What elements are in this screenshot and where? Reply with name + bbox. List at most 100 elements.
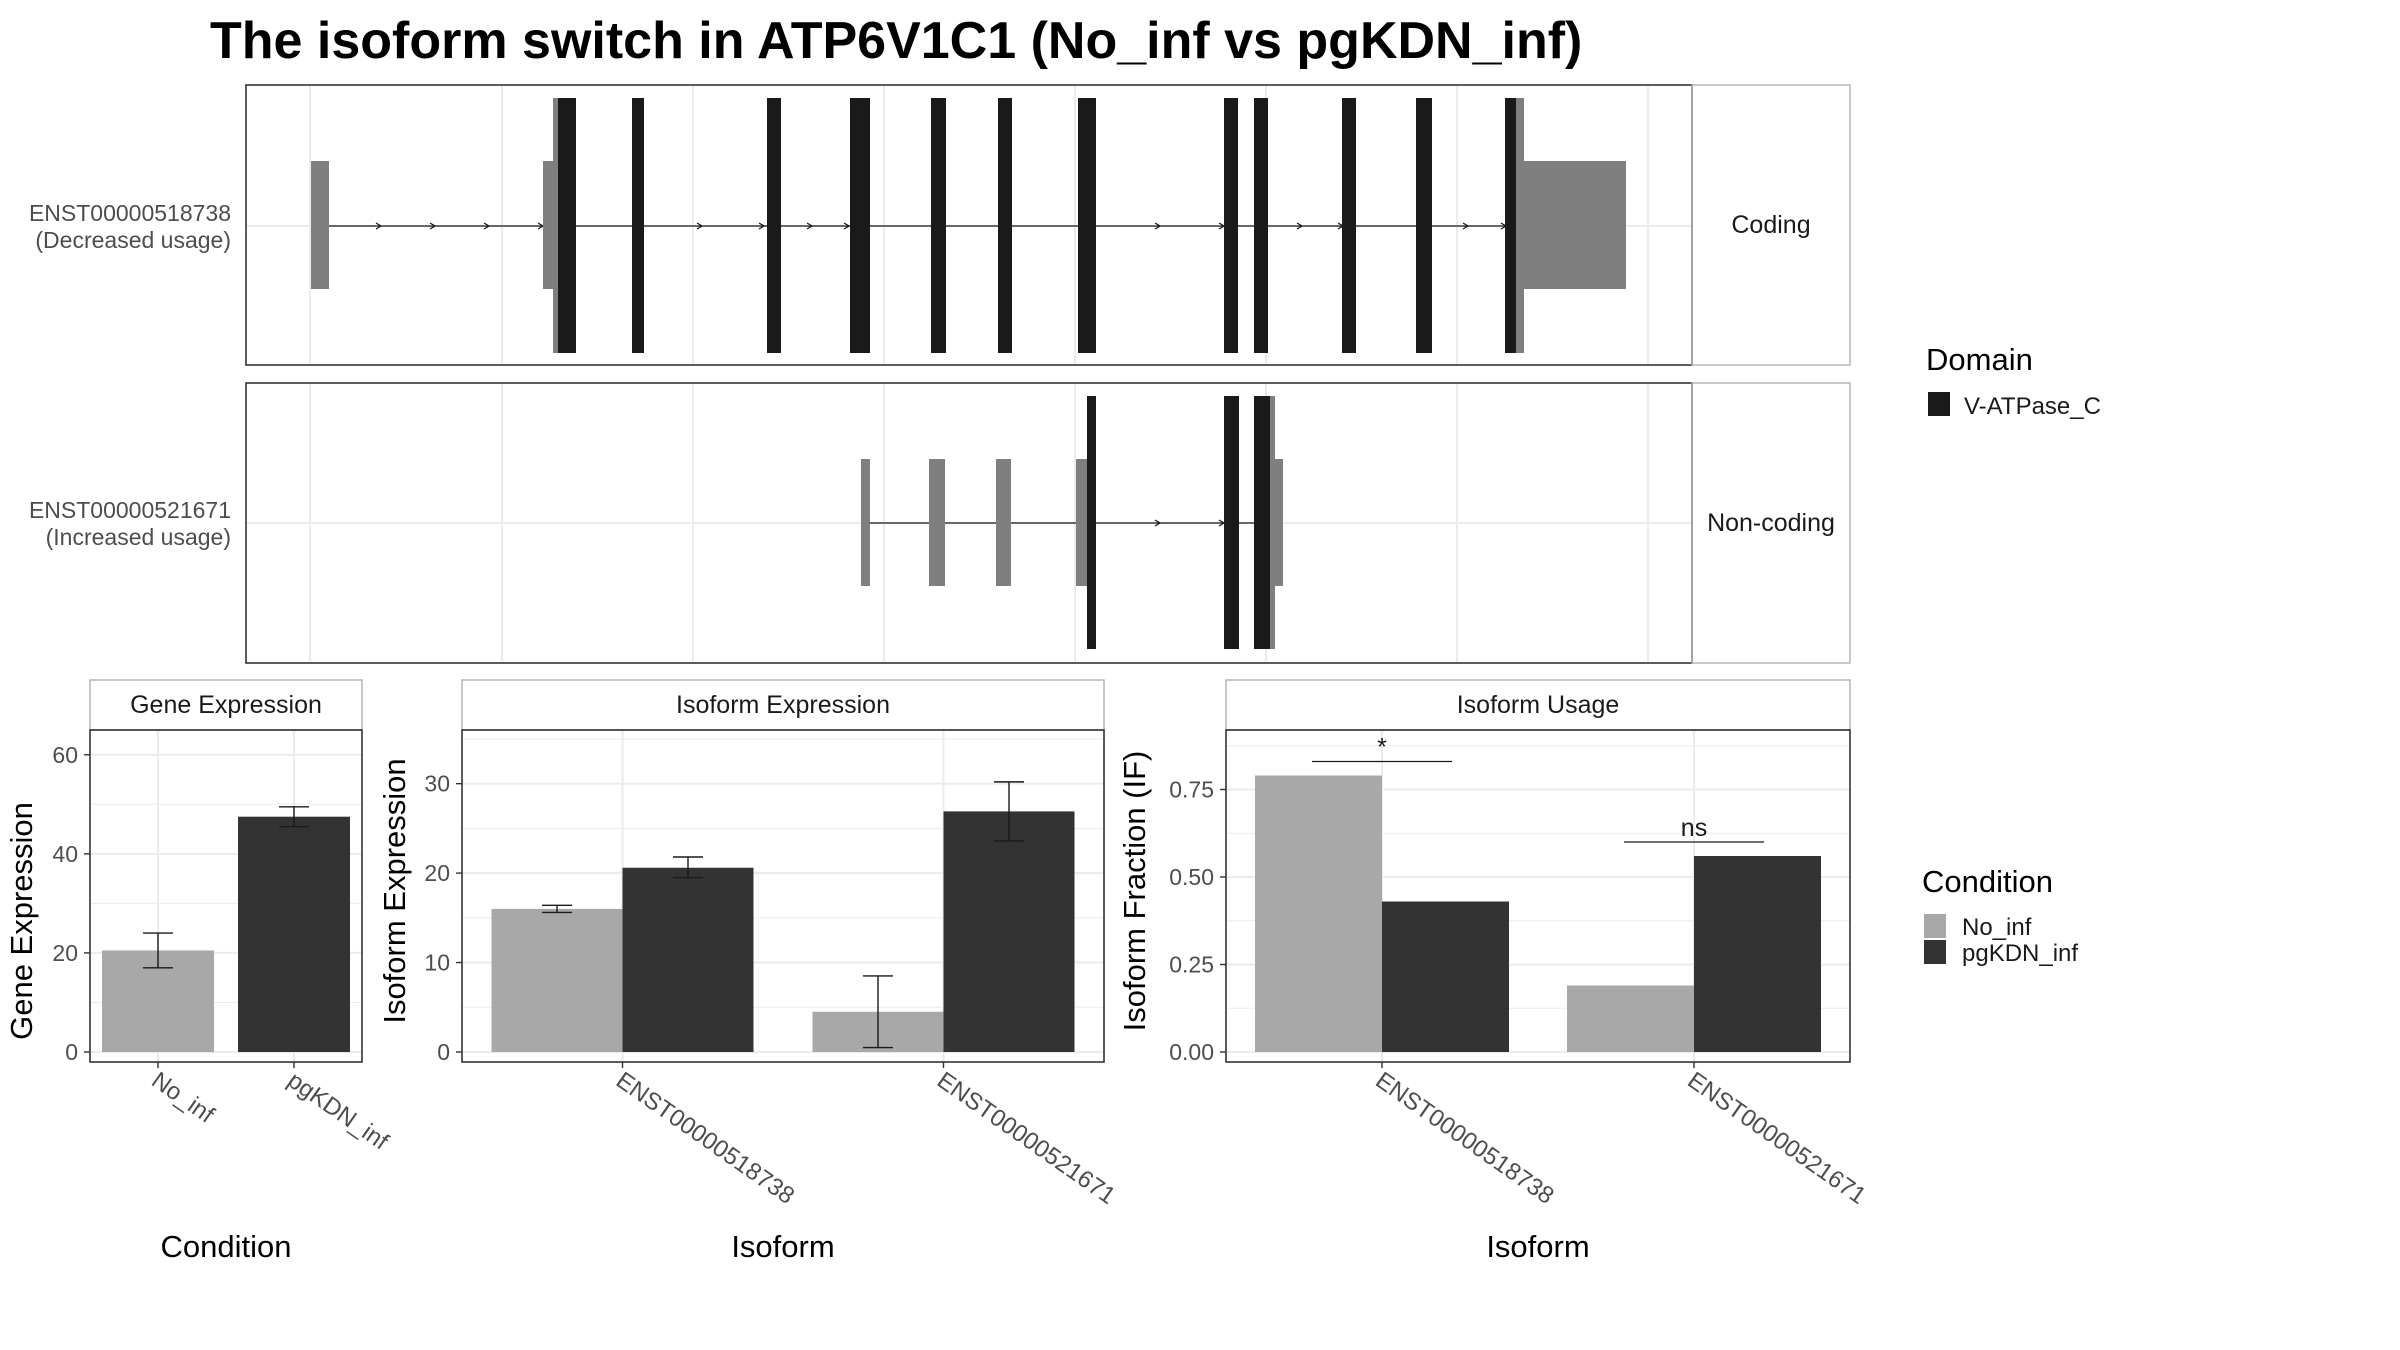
gene-expression-panel-title: Gene Expression (130, 691, 322, 719)
exon-domain (998, 98, 1012, 353)
x-tick-label: ENST00000518738 (611, 1067, 799, 1210)
bar (943, 811, 1075, 1052)
condition-legend: Condition No_inf pgKDN_inf (1922, 864, 2078, 967)
y-tick-label: 40 (52, 841, 78, 867)
exon-domain (1078, 98, 1096, 353)
exon-utr (1275, 459, 1283, 586)
exon-utr (929, 459, 945, 586)
y-tick-label: 60 (52, 742, 78, 768)
bar (1255, 775, 1382, 1052)
exon-utr (861, 459, 870, 586)
x-tick-label: pgKDN_inf (283, 1067, 394, 1156)
figure-title: The isoform switch in ATP6V1C1 (No_inf v… (210, 12, 1582, 70)
bar (1694, 856, 1821, 1052)
exon-domain (1254, 98, 1268, 353)
y-tick-label: 0.50 (1169, 864, 1214, 890)
x-tick-label: No_inf (147, 1067, 220, 1129)
strand-arrow (758, 222, 766, 230)
transcript-2-usage: (Increased usage) (46, 524, 231, 550)
significance-label: ns (1681, 814, 1707, 842)
y-tick-label: 0.00 (1169, 1039, 1214, 1065)
y-tick-label: 30 (424, 771, 450, 797)
isoform-usage-panel-title: Isoform Usage (1457, 691, 1620, 719)
y-tick-label: 0.75 (1169, 777, 1214, 803)
exon-utr (1270, 396, 1275, 649)
facet-label-noncoding: Non-coding (1707, 509, 1835, 537)
transcript-2-label: ENST00000521671 (29, 497, 231, 523)
y-tick-label: 20 (424, 860, 450, 886)
exon-domain (767, 98, 781, 353)
isoform-usage-chart: Isoform Usage Isoform Isoform Fraction (… (1117, 679, 1871, 1264)
gene-expression-x-title: Condition (161, 1229, 292, 1264)
domain-legend-key (1928, 392, 1950, 416)
transcript-2-structure (861, 396, 1283, 649)
exon-utr (311, 161, 329, 289)
x-tick-label: ENST00000521671 (1683, 1067, 1871, 1210)
strand-arrow (1154, 222, 1162, 230)
exon-utr (553, 98, 558, 353)
domain-legend-title: Domain (1926, 342, 2033, 377)
strand-arrow (843, 222, 851, 230)
transcript-1-label: ENST00000518738 (29, 200, 231, 226)
facet-strip-coding (1691, 84, 1851, 366)
x-tick-label: ENST00000521671 (932, 1067, 1120, 1210)
exon-domain (1224, 98, 1238, 353)
strand-arrow (1154, 519, 1162, 527)
y-tick-label: 0.25 (1169, 952, 1214, 978)
isoform-expression-y-title: Isoform Expression (377, 758, 412, 1023)
exon-domain (1505, 98, 1516, 353)
domain-legend: Domain V-ATPase_C (1926, 342, 2101, 420)
exon-domain (558, 98, 576, 353)
y-tick-label: 10 (424, 950, 450, 976)
domain-legend-label: V-ATPase_C (1964, 393, 2101, 420)
bar (622, 867, 754, 1052)
condition-legend-key-no-inf (1924, 914, 1946, 938)
strand-arrow (696, 222, 704, 230)
exon-domain (1416, 98, 1432, 353)
isoform-expression-chart: Isoform Expression Isoform Isoform Expre… (377, 679, 1120, 1264)
exon-domain (931, 98, 946, 353)
structure-gridlines (246, 85, 1692, 663)
bar (491, 908, 623, 1052)
exon-domain (1254, 396, 1270, 649)
strand-arrow (1462, 222, 1470, 230)
exon-domain (1087, 396, 1096, 649)
transcript-1-structure (311, 98, 1626, 353)
bar (1382, 901, 1509, 1052)
isoform-usage-x-title: Isoform (1486, 1229, 1589, 1264)
transcript-1-usage: (Decreased usage) (35, 227, 231, 253)
plot-border (89, 729, 363, 1063)
exon-utr (1076, 459, 1087, 586)
gene-expression-y-title: Gene Expression (4, 802, 39, 1040)
isoform-usage-y-title: Isoform Fraction (IF) (1117, 751, 1152, 1032)
y-tick-label: 20 (52, 940, 78, 966)
y-tick-label: 0 (65, 1039, 78, 1065)
exon-utr (1516, 98, 1524, 353)
plot-border (1225, 729, 1851, 1063)
strand-arrow (429, 222, 437, 230)
bars (102, 806, 350, 1052)
isoform-usage-strip (1225, 679, 1851, 731)
facet-strip-noncoding (1691, 382, 1851, 664)
exon-utr (996, 459, 1011, 586)
gene-expression-chart: Gene Expression Condition Gene Expressio… (4, 679, 394, 1264)
isoform-expression-x-title: Isoform (731, 1229, 834, 1264)
exon-domain (850, 98, 870, 353)
exon-domain (632, 98, 644, 353)
isoform-expression-strip (461, 679, 1105, 731)
exon-domain (1342, 98, 1356, 353)
strand-arrow (375, 222, 383, 230)
exon-domain (1224, 396, 1239, 649)
bars (1255, 775, 1821, 1052)
plot-border (461, 729, 1105, 1063)
bars (491, 781, 1075, 1052)
bar (238, 816, 350, 1052)
y-tick-label: 0 (437, 1039, 450, 1065)
isoform-expression-panel-title: Isoform Expression (676, 691, 890, 719)
significance-label: * (1377, 734, 1387, 762)
strand-arrow (806, 222, 814, 230)
condition-legend-label-pgkdn-inf: pgKDN_inf (1962, 940, 2078, 967)
gene-expression-strip (89, 679, 363, 731)
x-tick-label: ENST00000518738 (1371, 1067, 1559, 1210)
